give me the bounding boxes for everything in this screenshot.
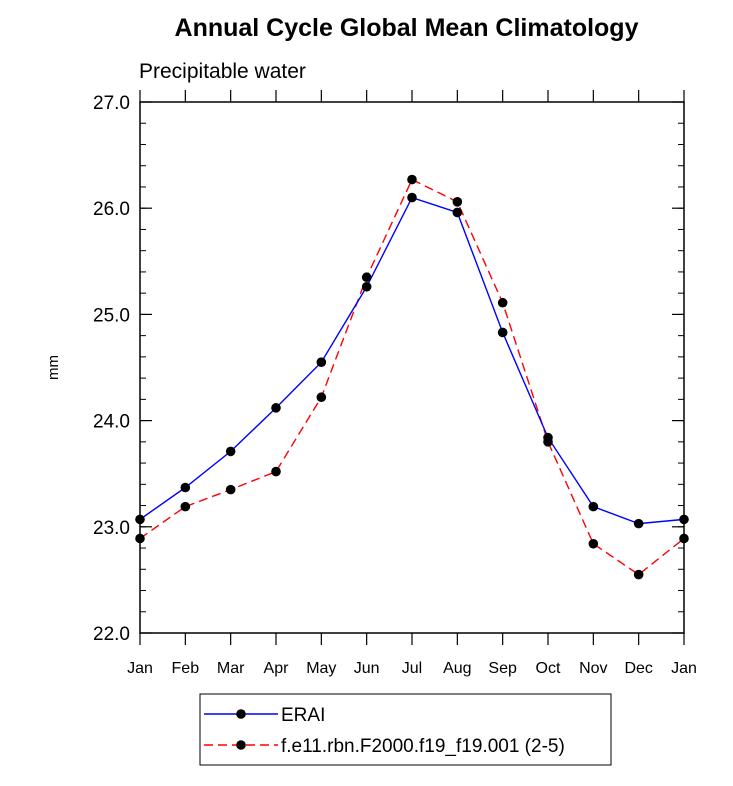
data-point-model bbox=[271, 466, 281, 477]
legend-box bbox=[199, 693, 612, 766]
x-tick-label: Oct bbox=[536, 660, 561, 677]
y-tick-label: 26.0 bbox=[93, 199, 130, 220]
series-line-model bbox=[139, 178, 685, 576]
data-point-erai bbox=[225, 446, 236, 457]
data-point-model bbox=[316, 392, 327, 403]
y-tick-label: 22.0 bbox=[93, 624, 130, 645]
data-point-model bbox=[588, 538, 599, 549]
legend-label: ERAI bbox=[281, 705, 325, 726]
data-point-erai bbox=[271, 403, 281, 413]
x-tick-label: Mar bbox=[217, 660, 245, 677]
data-point-erai bbox=[316, 357, 327, 367]
data-point-erai bbox=[407, 192, 417, 203]
x-tick-label: Feb bbox=[172, 660, 200, 677]
data-point-erai bbox=[361, 281, 372, 292]
legend-marker bbox=[236, 709, 246, 719]
plot-frame bbox=[139, 101, 685, 634]
data-point-erai bbox=[588, 501, 599, 512]
data-point-model bbox=[407, 174, 417, 185]
data-point-model bbox=[225, 484, 236, 495]
x-tick-label: May bbox=[306, 660, 336, 677]
x-tick-label: Jun bbox=[354, 660, 380, 677]
y-tick-label: 27.0 bbox=[93, 93, 130, 114]
x-tick-label: Jan bbox=[671, 660, 697, 677]
y-axis-label: mm bbox=[45, 355, 62, 380]
legend-label: f.e11.rbn.F2000.f19_f19.001 (2-5) bbox=[281, 736, 565, 757]
chart-title: Annual Cycle Global Mean Climatology bbox=[174, 14, 639, 42]
data-point-model bbox=[180, 501, 191, 512]
x-tick-label: Sep bbox=[488, 660, 517, 677]
x-tick-label: Apr bbox=[264, 660, 290, 677]
data-point-erai bbox=[497, 327, 508, 338]
y-tick-label: 24.0 bbox=[93, 412, 130, 433]
data-point-model bbox=[543, 437, 553, 447]
x-tick-label: Nov bbox=[579, 660, 607, 677]
chart-subtitle: Precipitable water bbox=[139, 60, 306, 83]
x-tick-label: Jan bbox=[127, 660, 153, 677]
data-point-model bbox=[361, 272, 372, 283]
x-tick-label: Aug bbox=[443, 660, 471, 677]
legend: ERAI f.e11.rbn.F2000.f19_f19.001 (2-5) bbox=[199, 693, 612, 766]
legend-marker bbox=[236, 740, 246, 750]
y-tick-label: 25.0 bbox=[93, 305, 130, 326]
data-point-model bbox=[497, 297, 508, 308]
data-point-erai bbox=[452, 207, 463, 218]
data-point-erai bbox=[180, 482, 191, 493]
data-point-erai bbox=[633, 518, 644, 529]
data-point-model bbox=[452, 197, 463, 207]
x-tick-label: Dec bbox=[624, 660, 652, 677]
y-tick-label: 23.0 bbox=[93, 518, 130, 539]
series-line-erai bbox=[139, 196, 685, 525]
data-point-model bbox=[633, 569, 644, 580]
x-tick-label: Jul bbox=[402, 660, 422, 677]
